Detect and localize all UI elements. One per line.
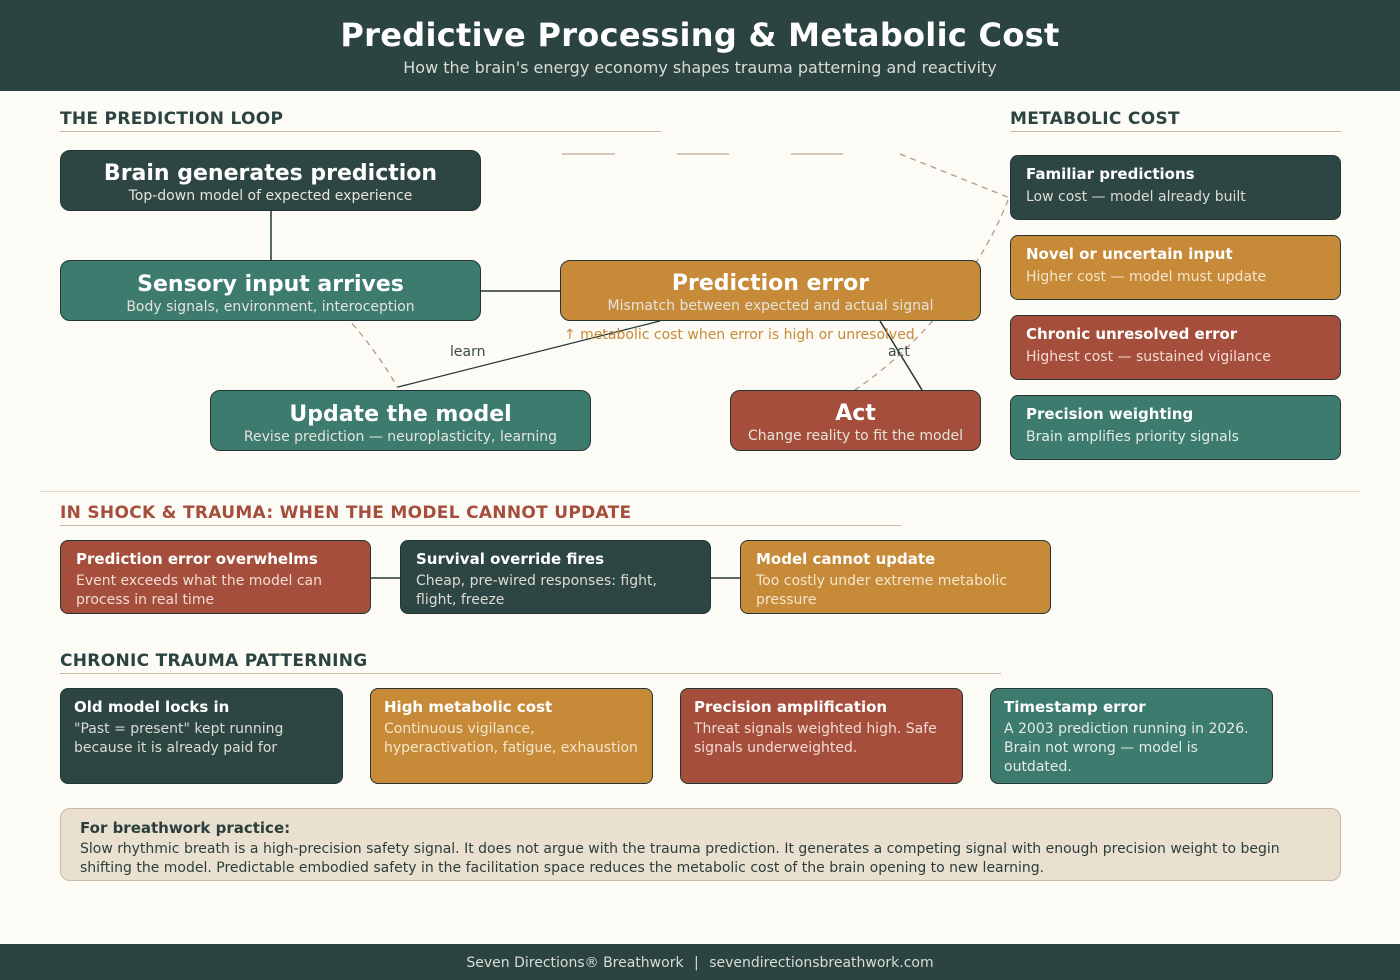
loop-section-title: THE PREDICTION LOOP: [60, 109, 284, 129]
metabolic-card-title: Chronic unresolved error: [1026, 325, 1238, 343]
metabolic-card-novel: Novel or uncertain input Higher cost — m…: [1010, 235, 1341, 300]
shock-card-text: Cheap, pre-wired responses: fight, fligh…: [416, 573, 657, 608]
shock-card-title: Model cannot update: [756, 550, 936, 568]
chronic-card-title: Precision amplification: [694, 698, 888, 716]
section-divider: [40, 491, 1360, 492]
chronic-card-timestamp: Timestamp error A 2003 prediction runnin…: [990, 688, 1273, 784]
metabolic-card-chronic: Chronic unresolved error Highest cost — …: [1010, 315, 1341, 380]
node-brain-prediction-sub: Top-down model of expected experience: [128, 188, 413, 204]
chronic-card-title: Old model locks in: [74, 698, 230, 716]
node-sensory-input-title: Sensory input arrives: [137, 272, 404, 297]
metabolic-section-rule: [1010, 131, 1341, 132]
node-act: Act Change reality to fit the model: [730, 390, 981, 451]
node-update-model-sub: Revise prediction — neuroplasticity, lea…: [243, 429, 558, 445]
shock-card-text: Too costly under extreme metabolic press…: [756, 573, 1008, 608]
shock-card-cannot-update: Model cannot update Too costly under ext…: [740, 540, 1051, 614]
page-title: Predictive Processing & Metabolic Cost: [340, 16, 1060, 54]
edge-label-learn: learn: [450, 344, 486, 360]
metabolic-section-title: METABOLIC COST: [1010, 109, 1180, 129]
breathwork-practice-box: For breathwork practice: Slow rhythmic b…: [60, 808, 1341, 881]
footer-separator: |: [694, 955, 699, 971]
metabolic-card-title: Precision weighting: [1026, 405, 1194, 423]
node-brain-prediction-title: Brain generates prediction: [103, 161, 438, 186]
metabolic-card-text: Brain amplifies priority signals: [1026, 429, 1239, 445]
error-to-update-edge: [397, 320, 661, 388]
shock-card-title: Prediction error overwhelms: [76, 550, 318, 568]
node-update-model: Update the model Revise prediction — neu…: [210, 390, 591, 451]
footer-brand: Seven Directions® Breathwork: [466, 955, 684, 971]
practice-title: For breathwork practice:: [80, 819, 291, 837]
chronic-card-text: Threat signals weighted high. Safe signa…: [694, 721, 937, 756]
precision-to-familiar-dashed-edge: [899, 153, 1011, 199]
chronic-card-title: High metabolic cost: [384, 698, 553, 716]
node-act-sub: Change reality to fit the model: [748, 428, 963, 444]
page-header: Predictive Processing & Metabolic Cost H…: [0, 0, 1400, 91]
node-update-model-title: Update the model: [289, 402, 512, 427]
chronic-section-title: CHRONIC TRAUMA PATTERNING: [60, 651, 368, 671]
node-brain-prediction: Brain generates prediction Top-down mode…: [60, 150, 481, 211]
page-subtitle: How the brain's energy economy shapes tr…: [403, 58, 997, 77]
chronic-card-old-model: Old model locks in "Past = present" kept…: [60, 688, 343, 784]
chronic-card-precision: Precision amplification Threat signals w…: [680, 688, 963, 784]
shock-card-overwhelm: Prediction error overwhelms Event exceed…: [60, 540, 371, 614]
node-prediction-error: Prediction error Mismatch between expect…: [560, 260, 981, 321]
node-sensory-input: Sensory input arrives Body signals, envi…: [60, 260, 481, 321]
metabolic-card-text: Low cost — model already built: [1026, 189, 1246, 205]
metabolic-card-precision: Precision weighting Brain amplifies prio…: [1010, 395, 1341, 460]
metabolic-card-text: Highest cost — sustained vigilance: [1026, 349, 1271, 365]
chronic-card-text: "Past = present" kept running because it…: [74, 721, 284, 756]
solid-connectors: [270, 211, 923, 391]
shock-section-title: IN SHOCK & TRAUMA: WHEN THE MODEL CANNOT…: [60, 503, 632, 523]
metabolic-card-title: Novel or uncertain input: [1026, 245, 1233, 263]
chronic-card-high-cost: High metabolic cost Continuous vigilance…: [370, 688, 653, 784]
edge-label-act: act: [888, 344, 910, 360]
node-act-title: Act: [835, 401, 876, 426]
page-footer: Seven Directions® Breathwork | sevendire…: [0, 944, 1400, 980]
footer-site-link[interactable]: sevendirectionsbreathwork.com: [709, 955, 934, 971]
practice-text: Slow rhythmic breath is a high-precision…: [80, 841, 1280, 876]
chronic-card-text: Continuous vigilance, hyperactivation, f…: [384, 721, 638, 756]
error-to-act-edge: [879, 320, 923, 391]
node-prediction-error-title: Prediction error: [671, 271, 870, 296]
loop-section-rule: [60, 131, 661, 132]
shock-section-rule: [60, 525, 901, 526]
node-sensory-input-sub: Body signals, environment, interoception: [126, 299, 415, 315]
node-prediction-error-sub: Mismatch between expected and actual sig…: [607, 298, 934, 314]
chronic-card-text: A 2003 prediction running in 2026. Brain…: [1004, 721, 1249, 775]
shock-card-text: Event exceeds what the model can process…: [76, 573, 322, 608]
chronic-section-rule: [60, 673, 1001, 674]
chronic-card-title: Timestamp error: [1004, 698, 1146, 716]
shock-card-survival: Survival override fires Cheap, pre-wired…: [400, 540, 711, 614]
metabolic-card-familiar: Familiar predictions Low cost — model al…: [1010, 155, 1341, 220]
metabolic-cost-note: ↑ metabolic cost when error is high or u…: [564, 327, 915, 343]
metabolic-card-title: Familiar predictions: [1026, 165, 1195, 183]
shock-card-title: Survival override fires: [416, 550, 605, 568]
metabolic-card-text: Higher cost — model must update: [1026, 269, 1267, 285]
